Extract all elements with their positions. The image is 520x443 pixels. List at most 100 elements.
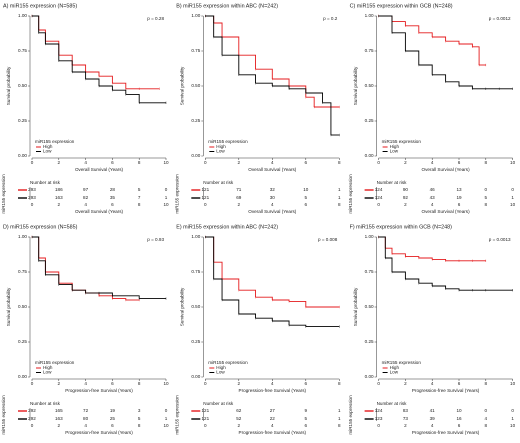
- risk-count: 0: [485, 187, 488, 192]
- survival-step: [272, 78, 290, 86]
- survival-step: [445, 40, 460, 44]
- survival-step: [238, 313, 256, 319]
- survival-step: [392, 271, 406, 279]
- survival-step: [32, 15, 40, 33]
- survival-step: [445, 288, 460, 291]
- legend-title: miR155 expression: [382, 360, 422, 365]
- x-tick-label: 2: [404, 381, 407, 386]
- survival-step: [99, 295, 113, 299]
- risk-x-tick-label: 4: [271, 202, 274, 207]
- survival-step: [432, 285, 447, 289]
- risk-count: 121: [201, 408, 209, 413]
- risk-count: 1: [511, 416, 514, 421]
- y-tick-label: 0.75: [191, 48, 200, 53]
- x-tick-label: 6: [305, 381, 308, 386]
- survival-step: [289, 88, 307, 93]
- risk-x-tick-label: 10: [510, 202, 516, 207]
- survival-step: [305, 92, 323, 103]
- x-tick-label: 4: [271, 160, 274, 165]
- risk-x-tick-label: 2: [404, 423, 407, 428]
- risk-x-tick-label: 8: [138, 423, 141, 428]
- risk-x-tick-label: 8: [338, 202, 341, 207]
- survival-step: [472, 46, 480, 65]
- panel-title: F) miR155 expression within GCB (N=248): [350, 224, 453, 230]
- risk-count: 121: [201, 195, 209, 200]
- survival-step: [385, 247, 393, 254]
- risk-count: 52: [236, 416, 242, 421]
- risk-x-tick-label: 0: [377, 423, 380, 428]
- survival-step: [205, 15, 215, 23]
- x-tick-label: 0: [204, 381, 207, 386]
- legend-label: High: [43, 365, 53, 370]
- risk-count: 1: [165, 416, 168, 421]
- survival-step: [392, 32, 406, 51]
- panel-title: B) miR155 expression within ABC (N=242): [176, 3, 278, 9]
- x-tick-label: 8: [138, 160, 141, 165]
- y-tick-label: 0.50: [365, 83, 374, 88]
- risk-x-tick-label: 8: [485, 202, 488, 207]
- risk-count: 292: [28, 408, 36, 413]
- y-tick-label: 0.25: [365, 118, 374, 123]
- legend-label: Low: [390, 149, 399, 154]
- risk-count: 1: [338, 416, 341, 421]
- survival-step: [112, 89, 127, 95]
- survival-step: [385, 257, 393, 272]
- survival-step: [378, 15, 393, 33]
- x-tick-label: 4: [431, 160, 434, 165]
- survival-step: [222, 278, 240, 291]
- y-tick-label: 0.75: [18, 48, 27, 53]
- risk-x-tick-label: 4: [431, 202, 434, 207]
- survival-step: [238, 74, 256, 84]
- risk-title: Number at risk: [203, 401, 234, 406]
- x-tick-label: 2: [58, 160, 61, 165]
- risk-count: 82: [83, 195, 89, 200]
- survival-step: [72, 71, 87, 79]
- survival-step: [32, 15, 40, 30]
- risk-x-axis-label: Progression-free Survival (Years): [65, 430, 133, 435]
- risk-count: 0: [485, 408, 488, 413]
- risk-count: 9: [305, 408, 308, 413]
- risk-count: 0: [165, 187, 168, 192]
- survival-step: [289, 300, 307, 307]
- p-value: p = 0.008: [318, 237, 338, 242]
- survival-step: [222, 54, 240, 75]
- survival-step: [432, 258, 447, 261]
- risk-count: 32: [270, 187, 276, 192]
- risk-x-tick-label: 4: [84, 202, 87, 207]
- survival-step: [418, 257, 433, 260]
- x-tick-label: 8: [338, 160, 341, 165]
- p-value: p = 0.93: [147, 237, 164, 242]
- risk-count: 121: [201, 187, 209, 192]
- survival-step: [45, 271, 60, 284]
- risk-count: 27: [270, 408, 276, 413]
- survival-step: [45, 274, 60, 285]
- p-value: p = 0.2: [323, 16, 338, 21]
- survival-step: [213, 261, 223, 279]
- risk-count: 1: [338, 408, 341, 413]
- y-tick-label: 0.25: [18, 118, 27, 123]
- legend-title: miR155 expression: [208, 139, 248, 144]
- risk-count: 5: [485, 195, 488, 200]
- survival-step: [45, 43, 60, 61]
- risk-x-tick-label: 10: [510, 423, 516, 428]
- survival-step: [238, 289, 256, 298]
- survival-step: [99, 75, 113, 84]
- risk-title: Number at risk: [30, 180, 61, 185]
- survival-step: [58, 284, 73, 291]
- panel-title: A) miR155 expression (N=585): [3, 3, 77, 9]
- survival-step: [38, 32, 46, 44]
- survival-step: [72, 289, 87, 293]
- survival-step: [32, 236, 40, 258]
- x-tick-label: 10: [163, 381, 169, 386]
- risk-count: 35: [110, 195, 116, 200]
- risk-x-tick-label: 2: [404, 202, 407, 207]
- risk-count: 186: [55, 187, 63, 192]
- risk-x-tick-label: 8: [485, 423, 488, 428]
- risk-count: 72: [83, 408, 89, 413]
- survival-step: [418, 64, 433, 75]
- y-tick-label: 0.75: [365, 48, 374, 53]
- y-tick-label: 0.25: [191, 118, 200, 123]
- risk-count: 163: [55, 416, 63, 421]
- risk-count: 7: [138, 195, 141, 200]
